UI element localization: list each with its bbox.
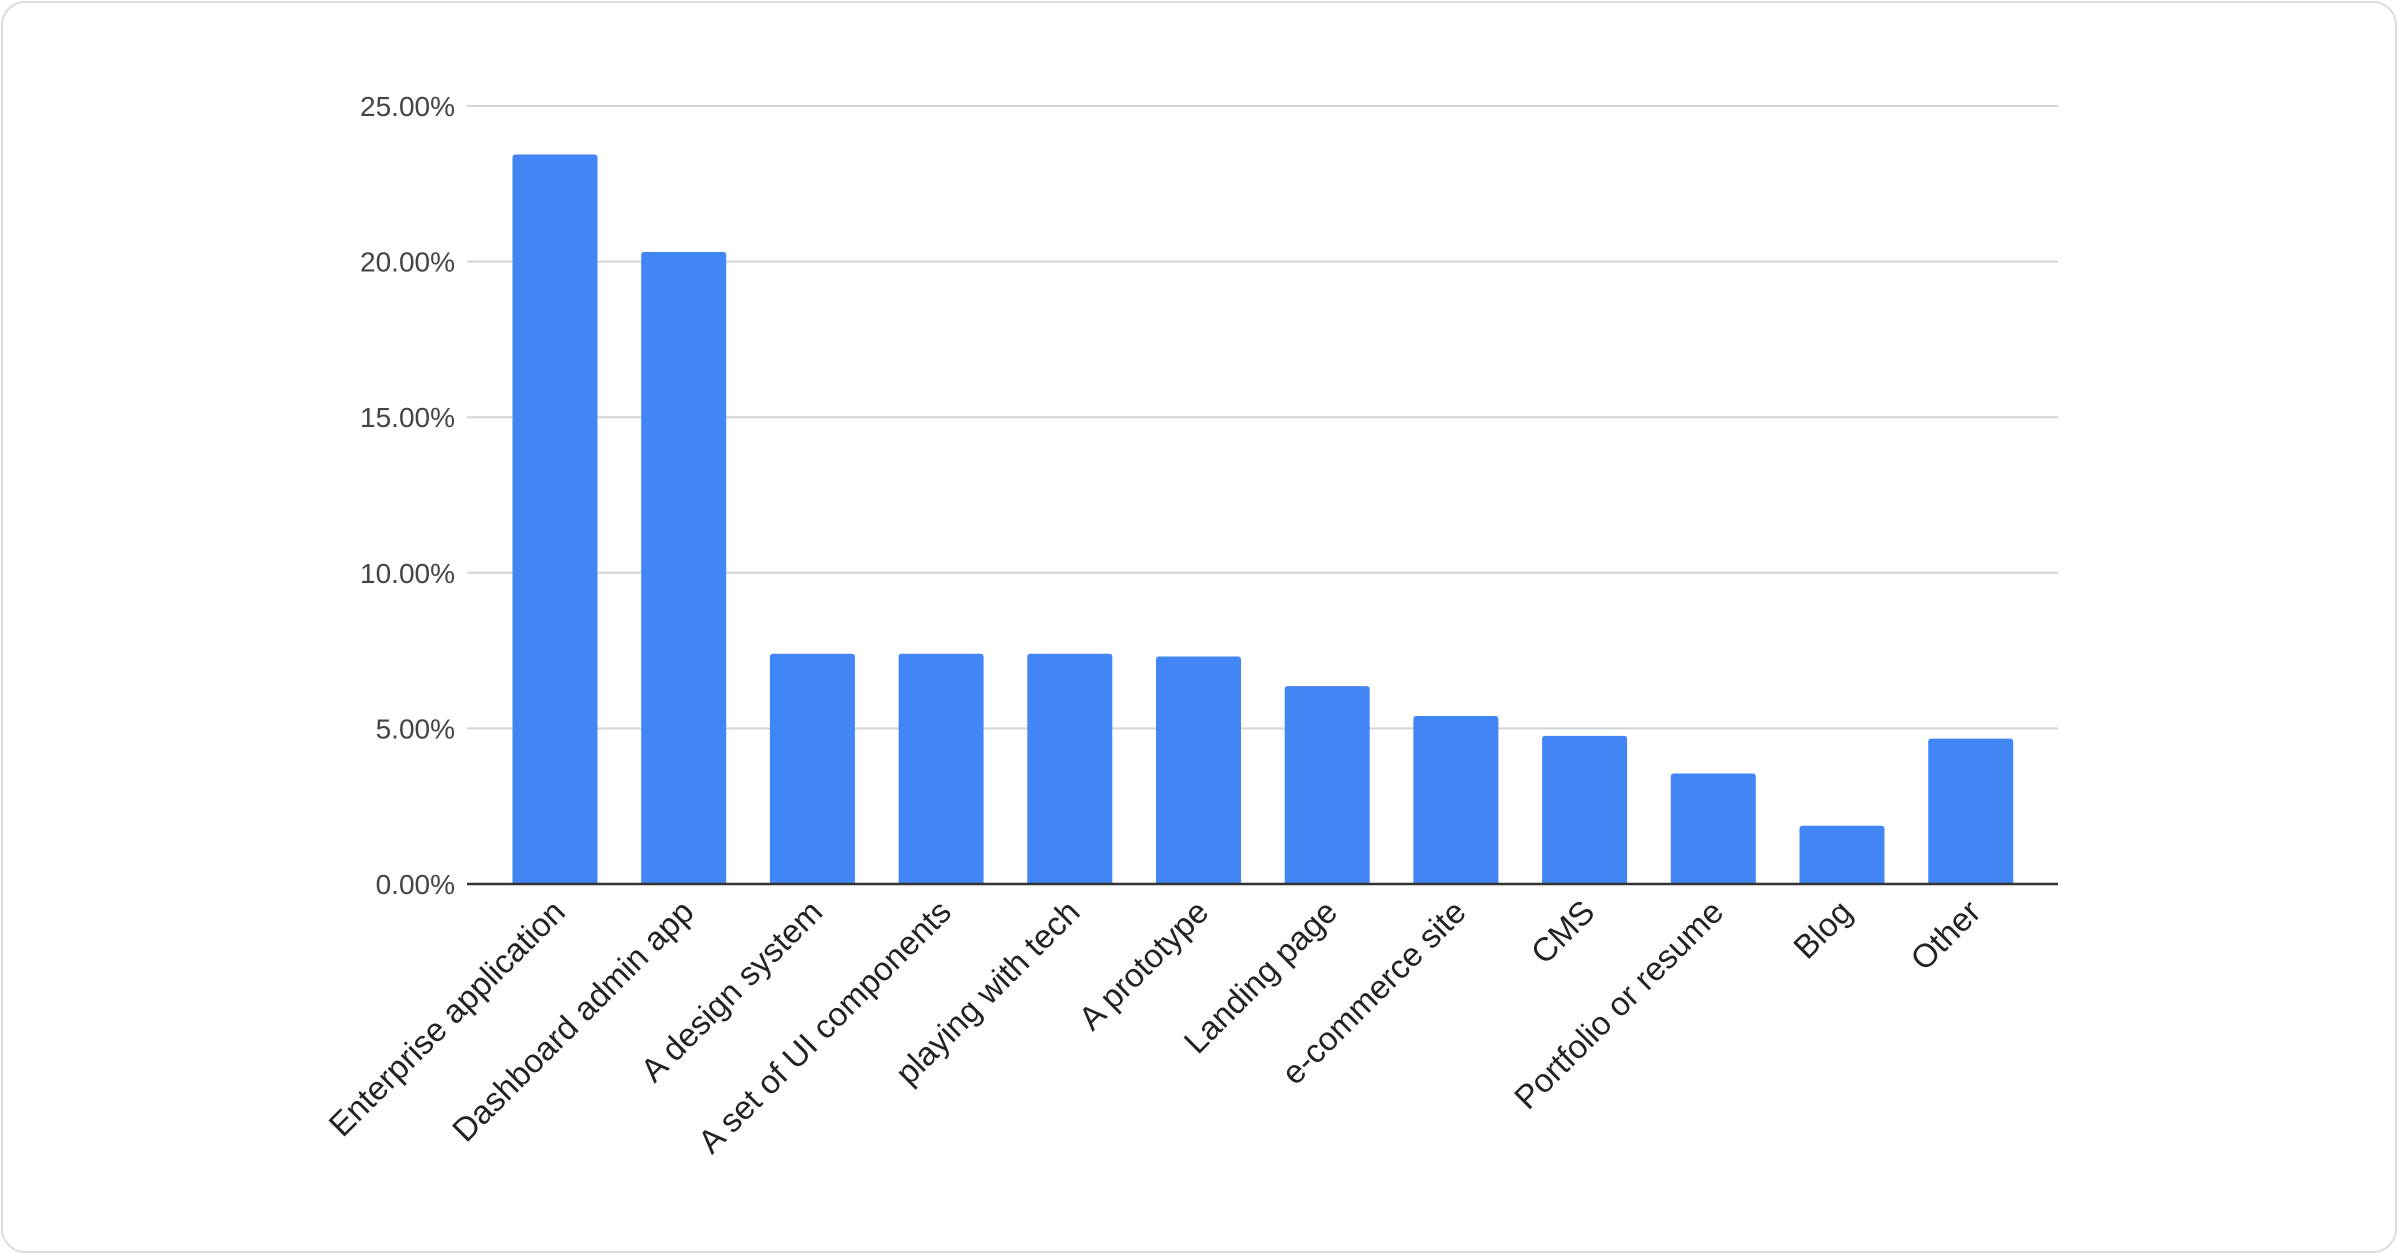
bar-12 — [1928, 738, 2014, 884]
bar-4 — [898, 653, 984, 884]
x-tick-label: A set of UI components — [691, 893, 958, 1160]
bar-7 — [1284, 686, 1370, 884]
bar-5 — [1027, 653, 1113, 884]
bar-3 — [769, 653, 855, 884]
bar-2 — [641, 251, 727, 884]
y-tick-label: 0.00% — [376, 869, 455, 900]
bar-10 — [1670, 773, 1756, 884]
bar-6 — [1156, 656, 1241, 884]
x-tick-label: A prototype — [1071, 893, 1215, 1037]
x-tick-label: Dashboard admin app — [445, 893, 701, 1149]
x-tick-label: Enterprise application — [321, 893, 572, 1144]
x-tick-label: Portfolio or resume — [1507, 893, 1730, 1116]
y-tick-label: 15.00% — [360, 402, 455, 433]
x-tick-label: Blog — [1786, 893, 1859, 966]
y-tick-label: 5.00% — [376, 713, 455, 744]
x-tick-label: CMS — [1524, 893, 1602, 971]
bar-11 — [1799, 825, 1885, 884]
bar-9 — [1542, 735, 1628, 884]
bar-8 — [1413, 715, 1499, 884]
y-tick-label: 20.00% — [360, 247, 455, 278]
y-tick-label: 25.00% — [360, 91, 455, 122]
x-tick-label: Other — [1903, 893, 1988, 978]
bar-1 — [512, 154, 598, 885]
y-tick-label: 10.00% — [360, 558, 455, 589]
